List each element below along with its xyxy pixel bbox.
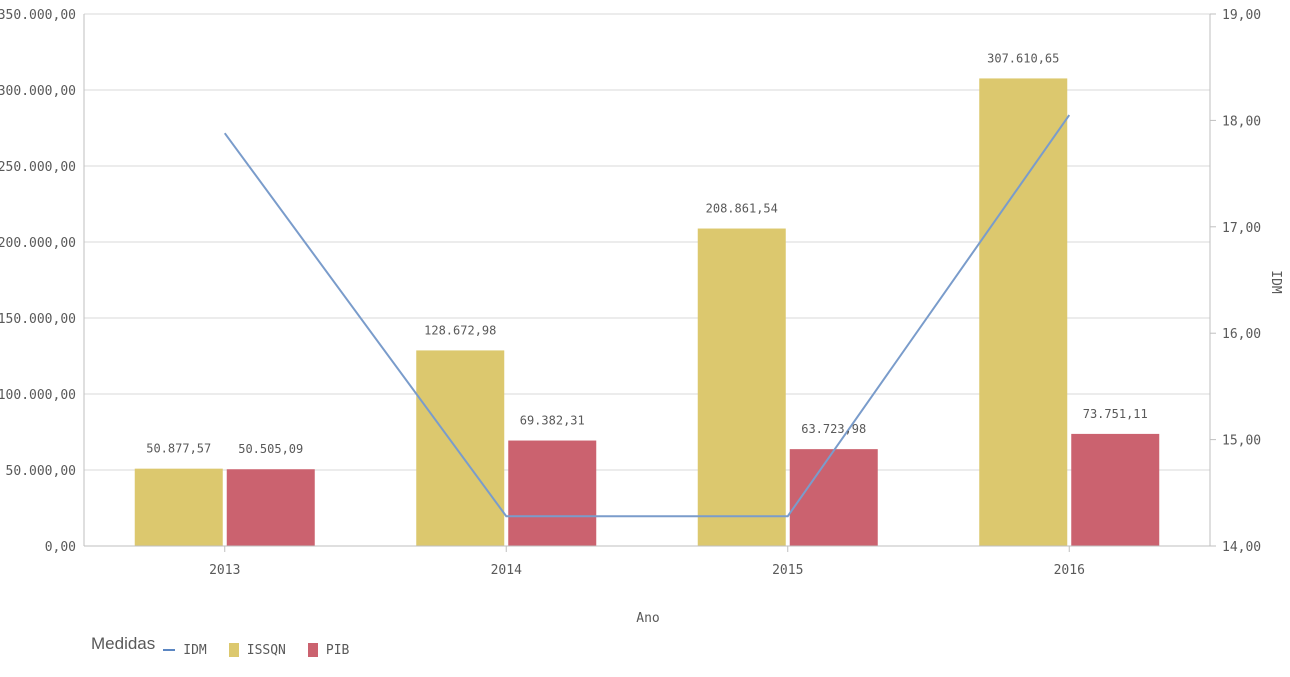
legend-label-idm: IDM — [183, 642, 207, 658]
axes: 0,00 50.000,00 100.000,00 150.000,00 200.000… — [0, 8, 1261, 578]
x-tick-label: 2013 — [209, 563, 240, 578]
legend: Medidas IDM ISSQN PIB — [91, 634, 371, 660]
bar-issqn — [697, 228, 786, 546]
legend-item-pib[interactable]: PIB — [307, 642, 350, 658]
data-label-pib: 63.723,98 — [801, 422, 866, 436]
data-label-issqn: 307.610,65 — [987, 51, 1059, 65]
x-tick-label: 2016 — [1054, 563, 1085, 578]
legend-swatch-issqn — [228, 643, 239, 657]
legend-label-issqn: ISSQN — [246, 642, 286, 658]
legend-swatch-idm — [163, 649, 176, 651]
data-label-pib: 73.751,11 — [1083, 407, 1148, 421]
y2-axis-title: IDM — [1268, 270, 1283, 294]
y2-tick-label: 18,00 — [1222, 114, 1261, 129]
x-axis-title: Ano — [636, 611, 659, 626]
y2-tick-label: 14,00 — [1222, 540, 1261, 555]
bars — [134, 78, 1160, 546]
y2-tick-label: 15,00 — [1222, 434, 1261, 449]
y-tick-label: 0,00 — [45, 540, 76, 555]
y2-tick-label: 19,00 — [1222, 8, 1261, 23]
bar-pib — [508, 440, 597, 546]
y-tick-label: 50.000,00 — [6, 464, 76, 479]
bar-pib — [789, 449, 878, 546]
y2-tick-label: 16,00 — [1222, 327, 1261, 342]
bar-issqn — [416, 350, 505, 546]
bar-pib — [1071, 433, 1160, 546]
x-tick-label: 2014 — [491, 563, 522, 578]
data-labels: 50.877,57 50.505,09 128.672,98 69.382,31 208… — [146, 51, 1148, 456]
y-tick-label: 250.000,00 — [0, 160, 76, 175]
idm-line — [223, 114, 1071, 518]
bar-issqn — [134, 468, 223, 546]
y-tick-label: 100.000,00 — [0, 388, 76, 403]
x-tick-label: 2015 — [772, 563, 803, 578]
legend-swatch-pib — [307, 643, 318, 657]
legend-item-idm[interactable]: IDM — [163, 642, 207, 658]
legend-label-pib: PIB — [325, 642, 350, 658]
series-line-idm — [223, 114, 1071, 518]
y2-tick-label: 17,00 — [1222, 221, 1261, 236]
data-label-issqn: 128.672,98 — [424, 323, 496, 337]
data-label-pib: 50.505,09 — [238, 442, 303, 456]
bar-pib — [226, 469, 315, 546]
bar-issqn — [979, 78, 1068, 546]
y-tick-label: 350.000,00 — [0, 8, 76, 23]
legend-title: Medidas — [91, 634, 156, 653]
legend-item-issqn[interactable]: ISSQN — [228, 642, 286, 658]
data-label-issqn: 208.861,54 — [706, 202, 778, 216]
y-tick-label: 200.000,00 — [0, 236, 76, 251]
y-tick-label: 150.000,00 — [0, 312, 76, 327]
y-tick-label: 300.000,00 — [0, 84, 76, 99]
data-label-issqn: 50.877,57 — [146, 442, 211, 456]
data-label-pib: 69.382,31 — [520, 414, 585, 428]
